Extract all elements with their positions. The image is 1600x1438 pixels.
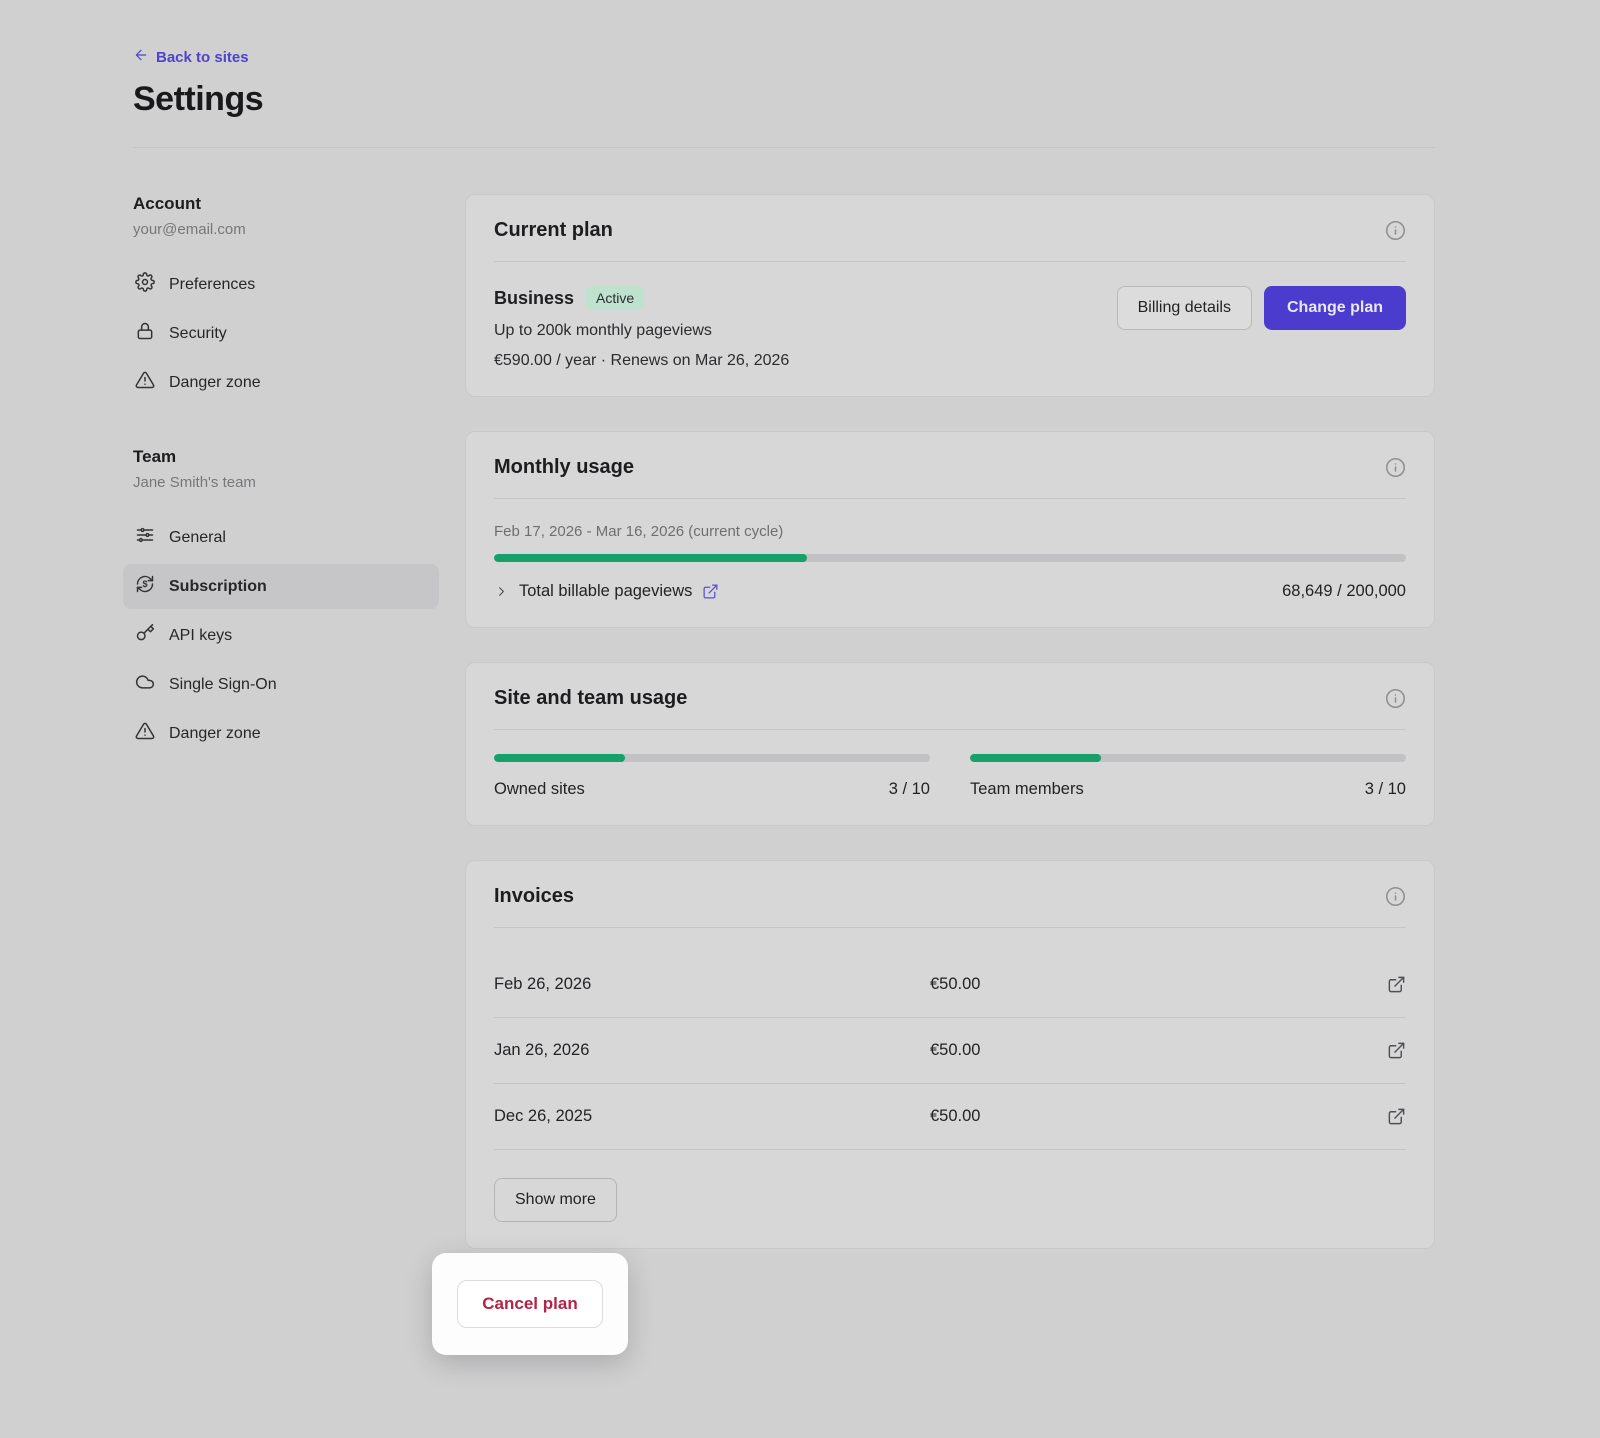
card-divider <box>494 261 1406 262</box>
account-email: your@email.com <box>133 221 246 238</box>
team-members-label: Team members <box>970 780 1084 798</box>
site-team-usage-card: Site and team usage Owned sites 3 / 10 <box>465 662 1435 826</box>
external-link-icon[interactable] <box>702 583 719 600</box>
monthly-usage-title: Monthly usage <box>494 456 635 478</box>
sidebar-item-label: Subscription <box>169 577 267 595</box>
warning-triangle-icon <box>135 370 155 395</box>
pageviews-progress-track <box>494 554 1406 562</box>
invoice-amount: €50.00 <box>930 975 981 993</box>
status-badge: Active <box>586 286 645 310</box>
invoice-row: Jan 26, 2026 €50.00 <box>494 1018 1406 1084</box>
card-divider <box>494 498 1406 499</box>
owned-sites-progress-track <box>494 754 930 762</box>
chevron-right-icon <box>494 584 509 599</box>
site-team-usage-title: Site and team usage <box>494 687 688 709</box>
external-link-icon[interactable] <box>1387 1107 1406 1126</box>
team-heading: Team <box>133 447 177 466</box>
change-plan-button[interactable]: Change plan <box>1263 286 1406 330</box>
sidebar-item-label: Security <box>169 324 227 342</box>
card-divider <box>494 729 1406 730</box>
sidebar-item-label: API keys <box>169 626 233 644</box>
lock-icon <box>135 321 155 346</box>
team-members-progress-fill <box>970 754 1101 762</box>
owned-sites-progress-fill <box>494 754 625 762</box>
info-icon[interactable] <box>1385 457 1406 478</box>
pageviews-row-label: Total billable pageviews <box>519 582 693 600</box>
sidebar-item-account-danger-zone[interactable]: Danger zone <box>123 360 439 405</box>
pageviews-usage-value: 68,649 / 200,000 <box>1282 582 1406 600</box>
key-icon <box>135 623 155 648</box>
header-divider <box>133 147 1435 148</box>
info-icon[interactable] <box>1385 220 1406 241</box>
dollar-refresh-icon: $ <box>135 574 155 599</box>
external-link-icon[interactable] <box>1387 1041 1406 1060</box>
sidebar-item-label: Danger zone <box>169 724 261 742</box>
billing-cycle-text: Feb 17, 2026 - Mar 16, 2026 (current cyc… <box>494 523 784 540</box>
external-link-icon[interactable] <box>1387 975 1406 994</box>
plan-price-line: €590.00 / year · Renews on Mar 26, 2026 <box>494 352 790 369</box>
sliders-icon <box>135 525 155 550</box>
info-icon[interactable] <box>1385 886 1406 907</box>
sidebar-item-team-danger-zone[interactable]: Danger zone <box>123 711 439 756</box>
invoice-date: Jan 26, 2026 <box>494 1041 590 1059</box>
owned-sites-label: Owned sites <box>494 780 585 798</box>
sidebar-item-general[interactable]: General <box>123 515 439 560</box>
invoices-card: Invoices Feb 26, 2026 €50.00 Jan 26, 202… <box>465 860 1435 1249</box>
sidebar-item-label: Single Sign-On <box>169 675 277 693</box>
invoices-title: Invoices <box>494 885 575 907</box>
back-to-sites-link[interactable]: Back to sites <box>133 47 249 67</box>
current-plan-card: Current plan Business Active Up to 200k … <box>465 194 1435 397</box>
owned-sites-metric: Owned sites 3 / 10 <box>494 754 930 799</box>
settings-page: Back to sites Settings Account your@emai… <box>123 47 1435 1283</box>
sidebar-item-label: Danger zone <box>169 373 261 391</box>
team-section: Team Jane Smith's team General $ Subscri… <box>123 447 439 756</box>
sidebar-item-subscription[interactable]: $ Subscription <box>123 564 439 609</box>
warning-triangle-icon <box>135 721 155 746</box>
gear-icon <box>135 272 155 297</box>
cancel-plan-button[interactable]: Cancel plan <box>457 1280 603 1328</box>
monthly-usage-card: Monthly usage Feb 17, 2026 - Mar 16, 202… <box>465 431 1435 628</box>
show-more-button[interactable]: Show more <box>494 1178 617 1222</box>
total-billable-pageviews-toggle[interactable]: Total billable pageviews <box>494 582 719 601</box>
sidebar-item-single-sign-on[interactable]: Single Sign-On <box>123 662 439 707</box>
plan-name: Business <box>494 287 575 308</box>
card-divider <box>494 927 1406 928</box>
svg-text:$: $ <box>142 579 147 589</box>
sidebar-item-security[interactable]: Security <box>123 311 439 356</box>
cloud-icon <box>135 672 155 697</box>
arrow-left-icon <box>133 47 149 67</box>
owned-sites-value: 3 / 10 <box>888 780 930 798</box>
info-icon[interactable] <box>1385 688 1406 709</box>
team-members-metric: Team members 3 / 10 <box>970 754 1406 799</box>
cancel-plan-spotlight: Cancel plan <box>432 1253 628 1355</box>
sidebar-item-api-keys[interactable]: API keys <box>123 613 439 658</box>
invoice-date: Dec 26, 2025 <box>494 1107 593 1125</box>
invoice-row: Feb 26, 2026 €50.00 <box>494 952 1406 1018</box>
team-members-progress-track <box>970 754 1406 762</box>
sidebar-item-preferences[interactable]: Preferences <box>123 262 439 307</box>
invoice-date: Feb 26, 2026 <box>494 975 592 993</box>
current-plan-title: Current plan <box>494 219 613 241</box>
invoice-amount: €50.00 <box>930 1107 981 1125</box>
billing-details-button[interactable]: Billing details <box>1116 286 1252 330</box>
page-title: Settings <box>133 80 264 118</box>
settings-sidebar: Account your@email.com Preferences Secur… <box>123 194 439 1283</box>
plan-pageviews-line: Up to 200k monthly pageviews <box>494 322 712 339</box>
back-to-sites-label: Back to sites <box>156 48 249 66</box>
sidebar-item-label: Preferences <box>169 275 256 293</box>
invoice-amount: €50.00 <box>930 1041 981 1059</box>
team-members-value: 3 / 10 <box>1364 780 1406 798</box>
account-heading: Account <box>133 194 201 213</box>
pageviews-progress-fill <box>494 554 807 562</box>
invoice-row: Dec 26, 2025 €50.00 <box>494 1084 1406 1150</box>
account-section: Account your@email.com Preferences Secur… <box>133 194 439 405</box>
team-name: Jane Smith's team <box>133 474 256 491</box>
sidebar-item-label: General <box>169 528 226 546</box>
